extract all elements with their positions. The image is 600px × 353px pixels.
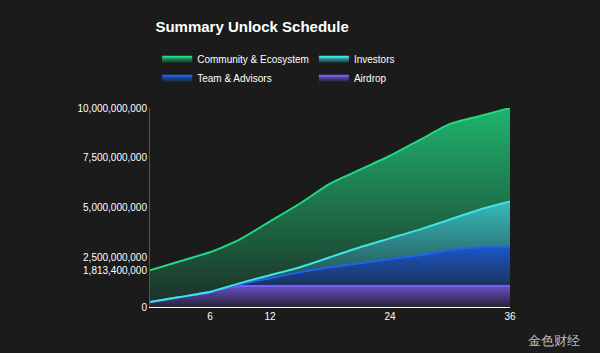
svg-text:36: 36 — [504, 311, 516, 322]
svg-text:Community & Ecosystem: Community & Ecosystem — [197, 54, 309, 65]
svg-text:Airdrop: Airdrop — [354, 73, 387, 84]
svg-text:Summary Unlock Schedule: Summary Unlock Schedule — [155, 18, 348, 35]
svg-text:0: 0 — [141, 302, 147, 313]
svg-text:金色财经: 金色财经 — [528, 333, 580, 348]
svg-text:Investors: Investors — [354, 54, 395, 65]
svg-text:24: 24 — [384, 311, 396, 322]
svg-text:Team & Advisors: Team & Advisors — [197, 73, 271, 84]
svg-text:2,500,000,000: 2,500,000,000 — [83, 252, 147, 263]
svg-text:7,500,000,000: 7,500,000,000 — [83, 152, 147, 163]
svg-text:5,000,000,000: 5,000,000,000 — [83, 202, 147, 213]
svg-text:6: 6 — [207, 311, 213, 322]
svg-text:12: 12 — [264, 311, 276, 322]
svg-text:1,813,400,000: 1,813,400,000 — [83, 265, 147, 276]
svg-text:10,000,000,000: 10,000,000,000 — [77, 103, 147, 114]
